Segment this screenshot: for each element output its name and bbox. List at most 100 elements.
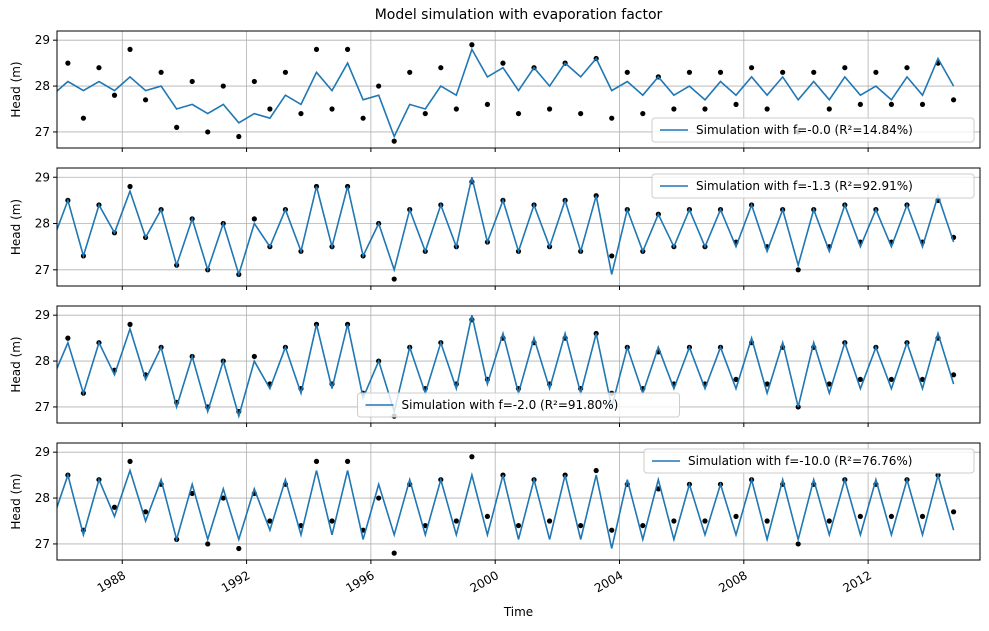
observation-point [65, 335, 71, 341]
observation-point [391, 550, 397, 556]
observation-point [142, 509, 149, 515]
observation-point [205, 541, 211, 547]
observation-point [842, 65, 848, 71]
observation-point [453, 106, 459, 112]
observation-point [578, 522, 584, 529]
axes-frame [56, 167, 981, 287]
observation-point [111, 504, 118, 510]
observation-point [857, 376, 863, 383]
observation-point [919, 376, 926, 383]
legend-label: Simulation with f=-0.0 (R²=14.84%) [696, 123, 913, 137]
y-tick-label: 29 [35, 33, 50, 47]
y-axis-label: Head (m) [9, 61, 23, 117]
axes-frame [56, 305, 981, 424]
observation-point [593, 467, 599, 474]
observation-point [624, 69, 630, 75]
x-tick-label: 2008 [716, 568, 749, 595]
observation-point [826, 381, 832, 387]
observation-point [376, 83, 382, 89]
x-tick-label: 1988 [95, 568, 128, 595]
observation-point [453, 518, 459, 524]
observation-point [236, 133, 242, 140]
observation-point [174, 124, 180, 130]
observation-point [189, 78, 195, 85]
observation-point [873, 69, 879, 75]
observation-point [422, 110, 428, 117]
observation-point [904, 65, 910, 71]
observation-point [515, 110, 522, 117]
observation-point [251, 216, 257, 222]
observation-point [50, 102, 55, 107]
y-tick-label: 27 [35, 537, 50, 551]
observation-point [282, 69, 289, 75]
chart-title: Model simulation with evaporation factor [375, 7, 663, 23]
observation-point [609, 527, 615, 533]
observation-point [500, 60, 506, 66]
observation-point [469, 454, 475, 460]
legend-box [651, 117, 975, 143]
observation-point [407, 69, 413, 75]
plot-area [50, 177, 957, 282]
y-axis-label: Head (m) [9, 336, 23, 392]
observation-point [888, 376, 895, 383]
observation-point [267, 518, 273, 524]
x-axis-label: Time [503, 605, 533, 619]
x-tick-label: 2012 [841, 568, 874, 595]
y-axis-label: Head (m) [9, 199, 23, 255]
observation-point [780, 69, 786, 75]
observation-point [546, 106, 553, 112]
plot-area [50, 42, 957, 144]
observation-point [220, 83, 226, 89]
y-tick-label: 27 [35, 125, 50, 139]
y-tick-label: 27 [35, 400, 50, 414]
observation-point [236, 545, 242, 552]
y-tick-label: 29 [35, 445, 50, 459]
observation-point [267, 106, 273, 112]
observation-point [609, 253, 615, 259]
observation-point [748, 65, 755, 71]
observation-point [795, 541, 801, 547]
observation-point [950, 509, 957, 515]
observation-point [50, 377, 55, 382]
y-tick-label: 28 [35, 491, 50, 505]
observation-point [251, 78, 257, 85]
observation-point [795, 267, 801, 273]
observation-point [127, 458, 133, 464]
legend-label: Simulation with f=-10.0 (R²=76.76%) [688, 454, 912, 468]
observation-point [671, 106, 677, 112]
observation-point [80, 115, 87, 121]
observation-point [640, 110, 646, 117]
observation-point [298, 110, 304, 117]
simulation-line [57, 47, 955, 139]
observation-point [96, 65, 102, 71]
observation-point [717, 69, 724, 75]
y-tick-label: 29 [35, 170, 50, 184]
observation-point [438, 65, 444, 71]
observation-point [950, 372, 957, 378]
legend-label: Simulation with f=-2.0 (R²=91.80%) [402, 398, 619, 412]
observation-point [50, 239, 55, 244]
observation-point [733, 376, 739, 383]
observation-point [111, 92, 118, 98]
observation-point [142, 97, 149, 103]
observation-point [919, 513, 926, 520]
observation-point [469, 42, 475, 48]
legend-box [643, 448, 975, 474]
observation-point [205, 129, 211, 135]
y-tick-label: 28 [35, 354, 50, 368]
observation-point [764, 381, 770, 387]
observation-point [344, 458, 351, 464]
observation-point [764, 518, 770, 524]
legend-box [651, 173, 975, 199]
simulation-line [57, 177, 955, 278]
observation-point [127, 46, 133, 52]
observation-point [422, 522, 428, 529]
y-tick-label: 28 [35, 217, 50, 231]
observation-point [764, 106, 770, 112]
observation-point [376, 495, 382, 501]
legend-box [357, 392, 680, 418]
x-tick-label: 2000 [468, 568, 501, 595]
observation-point [391, 138, 397, 144]
observation-point [158, 69, 164, 75]
observation-point [484, 101, 491, 108]
